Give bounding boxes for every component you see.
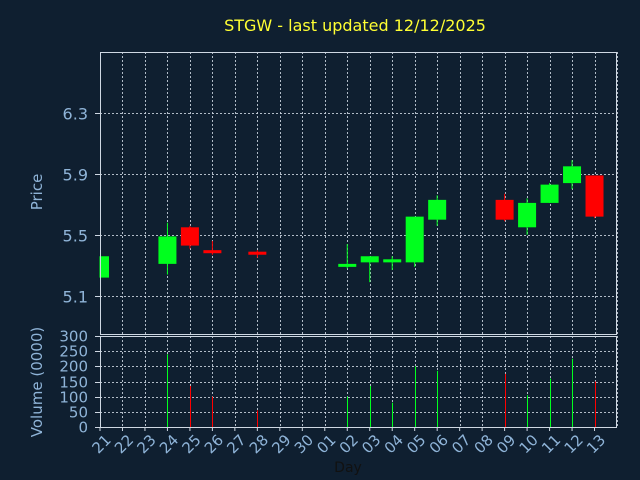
candle-body xyxy=(338,263,357,267)
volume-tick-label: 0 xyxy=(78,419,88,437)
price-axis-ticks: 5.1 5.5 5.9 6.3 xyxy=(63,105,100,307)
price-tick-label: 6.3 xyxy=(63,105,88,124)
candle-body xyxy=(428,199,447,220)
volume-grid xyxy=(100,336,618,428)
candle-body xyxy=(360,256,379,263)
price-grid xyxy=(100,52,618,334)
price-tick-label: 5.9 xyxy=(63,166,88,185)
day-axis-ticks: 2122232425262728293001020304050607080910… xyxy=(89,427,609,457)
candle-body xyxy=(203,250,222,254)
volume-tick-label: 250 xyxy=(59,343,88,361)
candle-body xyxy=(248,251,267,255)
volume-tick-label: 200 xyxy=(59,358,88,376)
price-panel-frame xyxy=(100,52,617,335)
price-candles xyxy=(99,160,604,283)
day-tick-label: 13 xyxy=(583,431,609,457)
volume-tick-label: 50 xyxy=(69,404,88,422)
candle-body xyxy=(405,216,424,263)
price-axis-title: Price xyxy=(28,174,46,211)
candle-body xyxy=(495,199,514,220)
price-tick-label: 5.5 xyxy=(63,227,88,246)
volume-tick-label: 100 xyxy=(59,389,88,407)
candle-body xyxy=(540,184,559,203)
candle-body xyxy=(585,175,604,217)
candle-body xyxy=(563,166,582,184)
candle-body xyxy=(518,202,537,228)
volume-tick-label: 300 xyxy=(59,328,88,346)
volume-tick-label: 150 xyxy=(59,374,88,392)
candle-body xyxy=(180,227,199,246)
candle-body xyxy=(100,256,109,278)
chart-title: STGW - last updated 12/12/2025 xyxy=(224,16,486,35)
day-axis-title: Day xyxy=(334,460,362,476)
volume-panel-frame xyxy=(100,336,617,428)
volume-bars xyxy=(167,354,596,427)
candle-body xyxy=(158,236,177,264)
candle-body xyxy=(383,259,402,263)
volume-axis-title: Volume (0000) xyxy=(28,327,46,437)
price-tick-label: 5.1 xyxy=(63,288,88,307)
